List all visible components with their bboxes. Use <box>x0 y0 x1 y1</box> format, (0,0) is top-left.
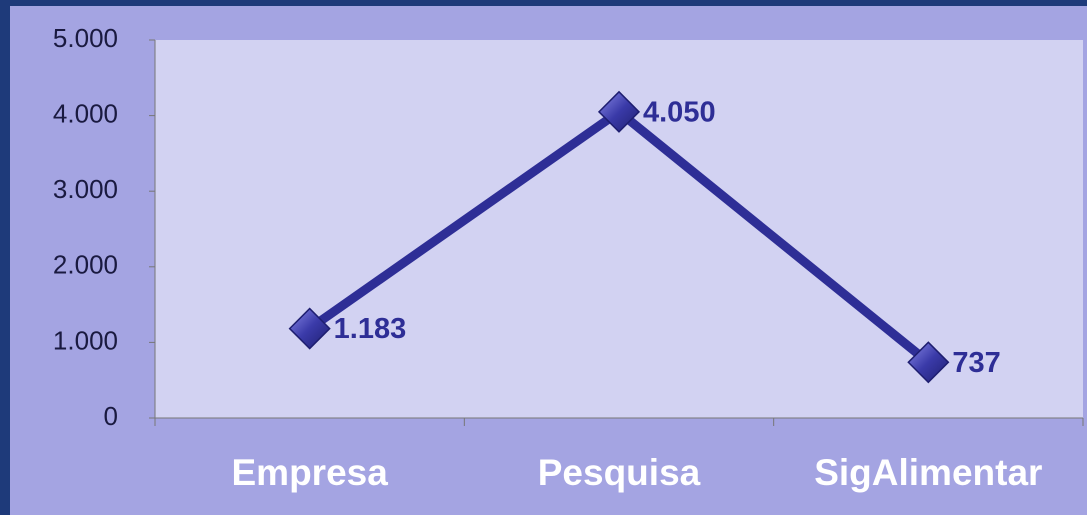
left-band <box>0 0 10 515</box>
value-label: 4.050 <box>643 96 716 128</box>
value-label: 737 <box>952 347 1000 379</box>
x-tick-label: Pesquisa <box>538 452 701 493</box>
top-band <box>0 0 1087 6</box>
marker <box>597 90 641 133</box>
y-tick-label: 5.000 <box>53 23 118 53</box>
y-tick-label: 0 <box>104 401 118 431</box>
marker <box>288 307 331 350</box>
y-tick-label: 2.000 <box>53 250 118 280</box>
y-tick-label: 4.000 <box>53 98 118 128</box>
y-tick-label: 1.000 <box>53 325 118 355</box>
y-tick-label: 3.000 <box>53 174 118 204</box>
x-tick-label: SigAlimentar <box>814 452 1042 493</box>
value-label: 1.183 <box>334 313 407 345</box>
marker <box>907 341 950 384</box>
x-tick-label: Empresa <box>232 452 389 493</box>
